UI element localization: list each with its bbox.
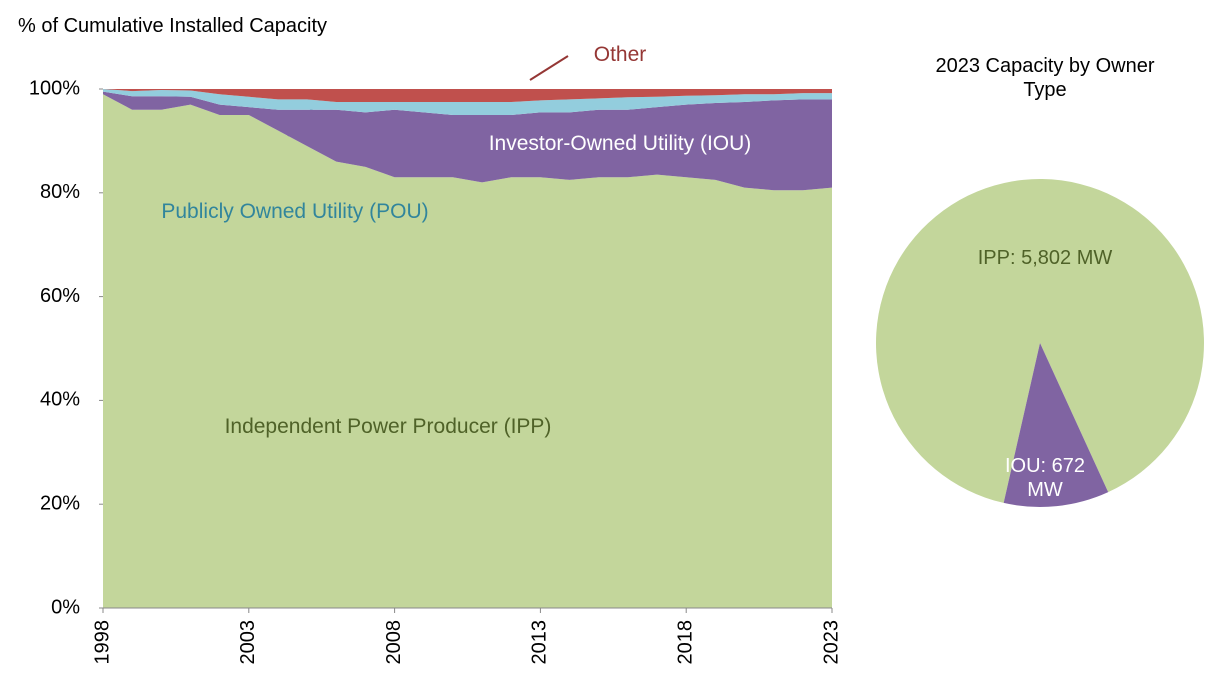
pie-title: 2023 Capacity by Owner Type — [935, 55, 1155, 101]
x-tick-label: 2013 — [529, 620, 551, 665]
area — [103, 94, 832, 608]
y-tick-label: 40% — [40, 389, 80, 411]
y-tick-label: 20% — [40, 492, 80, 514]
x-tick-label: 2003 — [237, 620, 259, 665]
x-tick-label: 1998 — [91, 620, 113, 665]
y-tick-label: 60% — [40, 285, 80, 307]
area — [103, 91, 832, 191]
slice-label: IPP: 5,802 MW — [977, 247, 1113, 269]
x-tick-label: 2023 — [820, 620, 842, 665]
pie-slice — [875, 178, 1204, 503]
y-axis-title: % of Cumulative Installed Capacity — [18, 15, 328, 37]
series-label: Investor-Owned Utility (IOU) — [488, 132, 752, 155]
series-label: Other — [593, 43, 647, 66]
pie-slice — [1003, 343, 1109, 507]
y-tick-label: 80% — [40, 181, 80, 203]
y-tick-label: 100% — [29, 77, 80, 99]
series-label: Independent Power Producer (IPP) — [224, 415, 552, 438]
slice-label: IOU: 672 MW — [1004, 455, 1086, 501]
x-tick-label: 2008 — [383, 620, 405, 665]
x-tick-label: 2018 — [674, 620, 696, 665]
y-tick-label: 0% — [51, 596, 80, 618]
leader-line — [529, 55, 569, 81]
series-label: Publicly Owned Utility (POU) — [161, 200, 429, 223]
area — [103, 89, 832, 102]
